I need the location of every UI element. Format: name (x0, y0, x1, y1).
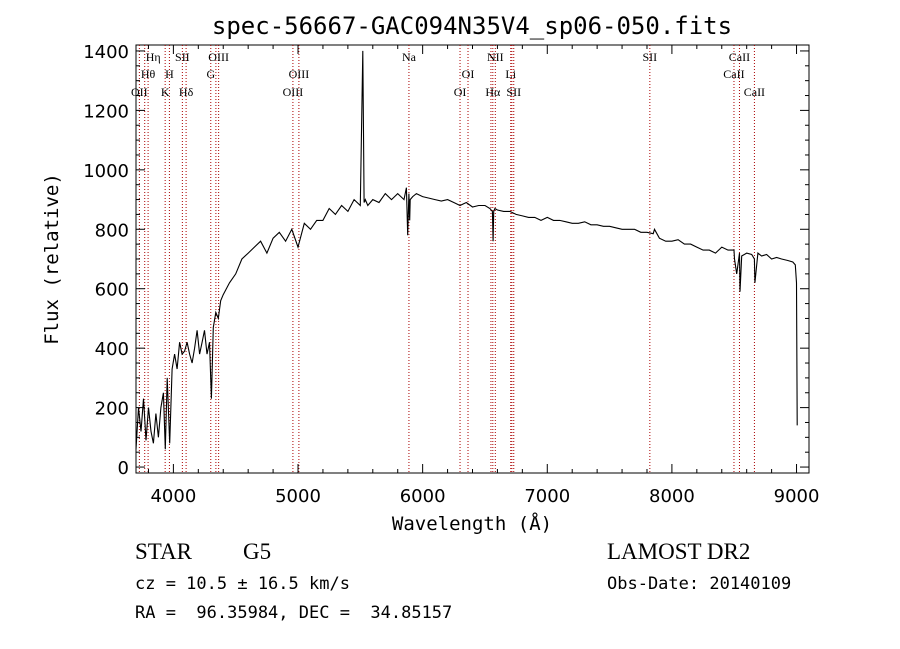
coordinates-readout: RA = 96.35984, DEC = 34.85157 (135, 603, 453, 623)
spectral-line-label: OII (131, 85, 148, 99)
spectral-line-label: K (161, 85, 170, 99)
y-axis-label: Flux (relative) (41, 173, 63, 345)
observation-date: Obs-Date: 20140109 (607, 574, 792, 594)
spectral-line-label: SII (506, 85, 521, 99)
y-tick-label: 600 (95, 280, 129, 301)
x-tick-label: 5000 (275, 486, 321, 507)
spectral-line-label: Na (402, 50, 417, 64)
chart-title: spec-56667-GAC094N35V4_sp06-050.fits (212, 12, 732, 40)
spectral-line-label: OIII (283, 85, 304, 99)
spectral-line-label: SII (643, 50, 658, 64)
y-tick-label: 200 (95, 399, 129, 420)
y-tick-label: 0 (118, 458, 129, 479)
spectral-line-label: OI (454, 85, 467, 99)
y-tick-label: 1200 (83, 101, 129, 122)
spectral-line-label: Hη (146, 50, 161, 64)
survey-release: LAMOST DR2 (607, 539, 751, 564)
x-tick-label: 4000 (150, 486, 196, 507)
spectral-line-label: Hδ (179, 85, 194, 99)
spectral-line-label: OIII (289, 67, 310, 81)
spectral-line-markers (138, 45, 755, 473)
spectral-line-label: H (165, 67, 174, 81)
y-tick-label: 800 (95, 220, 129, 241)
y-tick-label: 1400 (83, 42, 129, 63)
spectral-line-label: G (206, 67, 215, 81)
spectral-line-label: CaII (729, 50, 750, 64)
y-tick-label: 400 (95, 339, 129, 360)
spectrum-line (135, 50, 798, 450)
object-subclass: G5 (243, 539, 272, 564)
x-tick-label: 6000 (400, 486, 446, 507)
x-axis-ticks: 4000 5000 6000 7000 8000 9000 (147, 45, 820, 507)
object-class: STAR (135, 539, 192, 564)
plot-frame (135, 44, 810, 474)
redshift-readout: cz = 10.5 ± 16.5 km/s (135, 574, 350, 594)
spectral-line-label: Hθ (141, 67, 156, 81)
y-tick-label: 1000 (83, 161, 129, 182)
x-axis-label: Wavelength (Å) (392, 512, 552, 535)
x-tick-label: 9000 (774, 486, 820, 507)
spectral-line-label: CaII (744, 85, 765, 99)
spectral-line-label: OIII (208, 50, 229, 64)
x-tick-label: 7000 (524, 486, 570, 507)
spectral-line-label: SII (175, 50, 190, 64)
y-axis-ticks: 0 200 400 600 800 1000 1200 1400 (83, 42, 809, 479)
spectral-line-label: CaII (723, 67, 744, 81)
spectral-line-label: OI (462, 67, 475, 81)
spectral-line-label: NII (487, 50, 504, 64)
x-tick-label: 8000 (649, 486, 695, 507)
spectral-line-label: Li (505, 67, 516, 81)
spectral-line-label: Hα (485, 85, 501, 99)
